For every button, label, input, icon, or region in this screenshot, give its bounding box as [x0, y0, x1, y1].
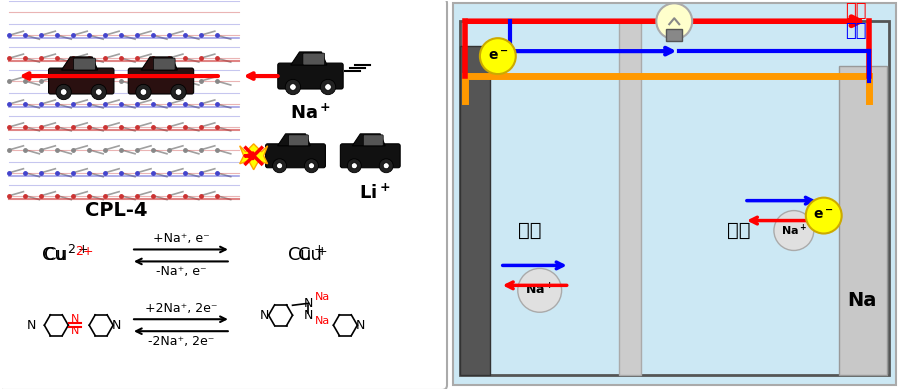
Circle shape	[304, 159, 319, 173]
Text: N: N	[27, 319, 36, 332]
Circle shape	[285, 79, 301, 95]
Polygon shape	[239, 144, 267, 170]
Circle shape	[136, 84, 151, 100]
Text: $\mathbf{e^-}$: $\mathbf{e^-}$	[488, 49, 508, 63]
Text: $\mathregular{Cu^+}$: $\mathregular{Cu^+}$	[286, 246, 324, 265]
Circle shape	[290, 84, 296, 90]
Text: +: +	[317, 245, 327, 258]
Bar	[480, 51, 649, 370]
Circle shape	[95, 89, 102, 95]
Circle shape	[91, 84, 106, 100]
Text: $\mathregular{Na^+}$: $\mathregular{Na^+}$	[781, 223, 807, 238]
Circle shape	[176, 89, 182, 95]
Text: N: N	[260, 309, 269, 322]
Text: N: N	[112, 319, 121, 332]
FancyBboxPatch shape	[340, 144, 400, 168]
Circle shape	[480, 38, 516, 74]
Polygon shape	[277, 134, 310, 146]
Bar	[453, 3, 896, 385]
Text: $\mathregular{Cu^{2+}}$: $\mathregular{Cu^{2+}}$	[43, 245, 89, 266]
Circle shape	[273, 159, 286, 173]
Text: 2+: 2+	[76, 245, 94, 258]
FancyBboxPatch shape	[364, 135, 383, 146]
Circle shape	[325, 84, 331, 90]
Text: $\mathregular{Li^+}$: $\mathregular{Li^+}$	[359, 183, 391, 202]
Polygon shape	[352, 134, 385, 146]
Circle shape	[351, 163, 357, 169]
Text: $\mathbf{e^-}$: $\mathbf{e^-}$	[814, 209, 834, 223]
Text: 負極: 負極	[727, 221, 751, 240]
Text: Na: Na	[315, 316, 330, 326]
Text: -Na⁺, e⁻: -Na⁺, e⁻	[156, 265, 206, 279]
Text: -2Na⁺, 2e⁻: -2Na⁺, 2e⁻	[148, 335, 214, 348]
Text: CPL-4: CPL-4	[85, 201, 148, 220]
FancyBboxPatch shape	[289, 135, 309, 146]
Text: +Na⁺, e⁻: +Na⁺, e⁻	[152, 233, 210, 245]
Circle shape	[518, 268, 562, 312]
Text: $\mathregular{Na^+}$: $\mathregular{Na^+}$	[290, 103, 331, 123]
Text: $\mathregular{Na^+}$: $\mathregular{Na^+}$	[525, 283, 554, 298]
Text: Na: Na	[315, 292, 330, 302]
Text: N: N	[304, 297, 313, 310]
Text: Cu: Cu	[298, 247, 321, 265]
Bar	[839, 66, 886, 375]
Text: N: N	[304, 309, 313, 322]
FancyBboxPatch shape	[129, 68, 194, 94]
FancyBboxPatch shape	[266, 144, 326, 168]
Circle shape	[656, 3, 692, 39]
Polygon shape	[141, 57, 177, 70]
Circle shape	[171, 84, 186, 100]
Circle shape	[347, 159, 361, 173]
Bar	[460, 46, 490, 375]
FancyBboxPatch shape	[0, 0, 447, 389]
Polygon shape	[61, 57, 98, 70]
Text: Na: Na	[847, 291, 877, 310]
Text: 正極: 正極	[518, 221, 542, 240]
Bar	[660, 51, 824, 370]
Text: Cu: Cu	[42, 247, 67, 265]
Circle shape	[774, 210, 814, 251]
Text: 充電: 充電	[845, 22, 867, 40]
Circle shape	[276, 163, 283, 169]
FancyBboxPatch shape	[153, 58, 176, 70]
Polygon shape	[291, 52, 327, 65]
FancyBboxPatch shape	[74, 58, 95, 70]
FancyBboxPatch shape	[303, 53, 325, 65]
Circle shape	[383, 163, 389, 169]
Circle shape	[60, 89, 67, 95]
Circle shape	[379, 159, 393, 173]
Text: +2Na⁺, 2e⁻: +2Na⁺, 2e⁻	[145, 302, 217, 315]
Circle shape	[140, 89, 147, 95]
FancyBboxPatch shape	[49, 68, 114, 94]
Circle shape	[309, 163, 314, 169]
Circle shape	[806, 198, 842, 233]
Circle shape	[56, 84, 71, 100]
Text: 放電: 放電	[845, 2, 867, 20]
Bar	[619, 21, 642, 375]
Bar	[666, 29, 682, 41]
Bar	[460, 21, 888, 375]
Text: N
N: N N	[71, 314, 79, 336]
Circle shape	[320, 79, 336, 95]
FancyBboxPatch shape	[278, 63, 343, 89]
Text: N: N	[356, 319, 365, 332]
